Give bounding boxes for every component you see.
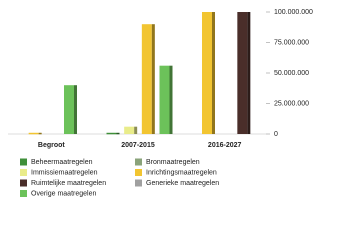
bar: [64, 85, 74, 134]
bar-side: [38, 132, 42, 135]
y-tick-label: 75.000.000: [274, 39, 309, 46]
bar: [159, 65, 170, 134]
chart: 0 25.000.000 50.000.000 75.000.000 100.000.0…: [8, 9, 313, 197]
legend-swatch: [135, 179, 142, 187]
legend-label: Bronmaatregelen: [146, 159, 200, 166]
bar-side: [74, 85, 77, 134]
bar: [106, 132, 117, 135]
y-tick-label: 100.000.000: [274, 9, 313, 16]
legend-label: Generieke maatregelen: [146, 180, 219, 187]
bar-side: [212, 12, 215, 134]
legend-swatch: [20, 169, 27, 176]
legend-swatch: [135, 169, 142, 176]
bar-side: [134, 126, 138, 134]
y-tick-label: 50.000.000: [274, 70, 309, 77]
legend-swatch: [20, 158, 27, 166]
legend-label: Immissiemaatregelen: [31, 169, 98, 176]
x-tick-label: Begroot: [38, 142, 66, 149]
legend-swatch: [20, 179, 27, 187]
bar-side: [169, 65, 173, 134]
bar-side: [151, 24, 155, 135]
legend-swatch: [20, 190, 27, 197]
bar: [28, 132, 39, 135]
legend-label: Overige maatregelen: [31, 190, 96, 197]
x-tick-label: 2007-2015: [121, 142, 155, 149]
bar: [124, 126, 135, 134]
bar: [141, 24, 152, 135]
bar: [202, 12, 212, 134]
legend-swatch: [135, 158, 142, 166]
y-tick-label: 25.000.000: [274, 100, 309, 107]
y-tick-label: 0: [274, 131, 278, 138]
legend-label: Beheermaatregelen: [31, 159, 93, 166]
bar-side: [247, 12, 251, 134]
bar-side: [116, 132, 120, 135]
bar: [237, 12, 248, 134]
legend-label: Inrichtingsmaatregelen: [146, 169, 217, 176]
x-tick-label: 2016-2027: [208, 142, 242, 149]
legend-label: Ruimtelijke maatregelen: [31, 180, 106, 187]
